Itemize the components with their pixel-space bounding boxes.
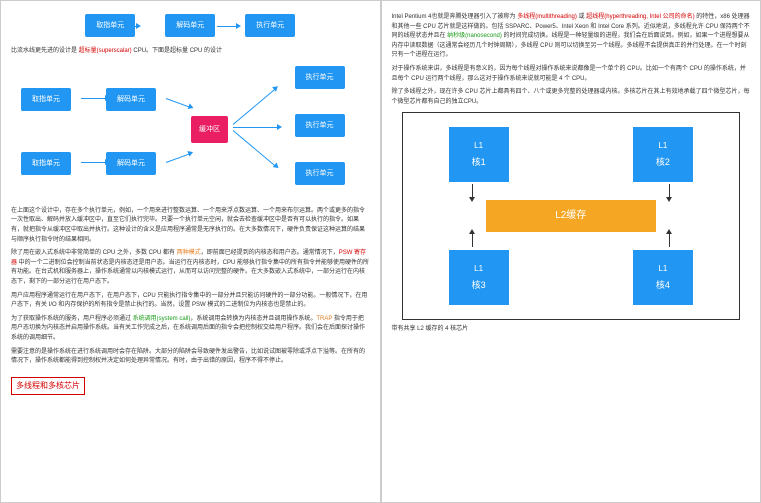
ss-buffer: 缓冲区: [191, 116, 228, 143]
text: CPU。下面是超标量 CPU 的设计: [132, 48, 222, 54]
superscalar-term: 超标量(superscalar): [79, 48, 132, 54]
ss-decode-b: 解码单元: [106, 152, 156, 175]
arrow-up-icon: [669, 233, 670, 247]
arrow-icon: [166, 153, 190, 162]
l1-label: L1: [474, 263, 483, 276]
l1-label: L1: [474, 140, 483, 153]
text: 中的一个二进制位会控制当前状态是内核态还是用户态。当运行在内核态时，CPU 能够…: [11, 260, 369, 285]
core-label: 核3: [472, 278, 486, 292]
arrow-up-icon: [472, 233, 473, 247]
syscall-term: 系统调用(system call): [133, 316, 191, 322]
unit-decode: 解码单元: [165, 14, 215, 37]
multicore-inner: L1 核1 L1 核2 L2缓存 L1 核3 L1 核4: [417, 127, 726, 305]
arrow-icon: [81, 162, 106, 163]
multithreading-term: 多线程(multithreading): [517, 14, 577, 20]
arrow-icon: [81, 98, 106, 99]
arrow-icon: [233, 130, 276, 166]
l1-label: L1: [658, 263, 667, 276]
arrow-down-icon: [472, 184, 473, 198]
core-4: L1 核4: [633, 250, 693, 305]
core-label: 核4: [656, 278, 670, 292]
l2-cache: L2缓存: [486, 200, 656, 232]
pipeline-diagram: 取指单元 解码单元 执行单元: [11, 14, 370, 37]
section-title: 多线程和多核芯片: [16, 381, 80, 390]
para-3: 用户应用程序通常运行在用户态下，在用户态下，CPU 只能执行指令集中的一部分并且…: [11, 292, 370, 311]
para-2: 除了用在嵌入式系统中非常简单的 CPU 之外，多数 CPU 都有 两种模式，即前…: [11, 249, 370, 287]
core-label: 核2: [656, 155, 670, 169]
superscalar-diagram: 取指单元 取指单元 解码单元 解码单元 缓冲区 执行单元 执行单元 执行单元: [11, 62, 370, 202]
para-r1: Intel Pentium 4也就是奔腾处理器引入了被称为 多线程(multit…: [392, 13, 751, 61]
ss-exec-2: 执行单元: [295, 162, 345, 185]
hyperthreading-term: 超线程(hyperthreading, Intel 公司的命名): [586, 14, 694, 20]
section-title-box: 多线程和多核芯片: [11, 377, 85, 396]
nanosecond-term: 纳秒级(nanosecond): [447, 33, 502, 39]
page-left: 取指单元 解码单元 执行单元 比流水线更先进的设计是 超标量(superscal…: [0, 0, 381, 503]
unit-fetch: 取指单元: [85, 14, 135, 37]
ss-fetch-a: 取指单元: [21, 88, 71, 111]
ss-fetch-b: 取指单元: [21, 152, 71, 175]
core-1: L1 核1: [449, 127, 509, 182]
ss-exec-0: 执行单元: [295, 66, 345, 89]
l1-label: L1: [658, 140, 667, 153]
arrow-down-icon: [669, 184, 670, 198]
text: ，即前面已经提到的内核态和用户态。通常情况下，: [201, 250, 339, 256]
two-modes-term: 两种模式: [177, 250, 201, 256]
ss-exec-1: 执行单元: [295, 114, 345, 137]
text: ，系统调用会转换为内核态并且调用操作系统。: [190, 316, 316, 322]
pipeline-note: 比流水线更先进的设计是 超标量(superscalar) CPU。下面是超标量 …: [11, 47, 370, 57]
para-5: 需要注意的是操作系统在进行系统调用时会存在陷阱。大部分的陷阱会导致硬件发出警告，…: [11, 348, 370, 367]
core-3: L1 核3: [449, 250, 509, 305]
para-1: 在上面这个设计中，存在多个执行单元，例如，一个用来进行整数运算、一个用来浮点数运…: [11, 207, 370, 245]
arrow-icon: [217, 26, 237, 27]
ss-decode-a: 解码单元: [106, 88, 156, 111]
para-r2: 对于操作系统来讲，多线程是有意义的，因为每个线程对操作系统来说都像是一个单个的 …: [392, 65, 751, 84]
core-label: 核1: [472, 155, 486, 169]
multicore-diagram: L1 核1 L1 核2 L2缓存 L1 核3 L1 核4: [402, 112, 741, 320]
para-4: 为了获取操作系统的服务，用户程序必须通过 系统调用(system call)，系…: [11, 315, 370, 344]
trap-term: TRAP: [316, 316, 332, 322]
core-2: L1 核2: [633, 127, 693, 182]
arrow-icon: [233, 89, 276, 125]
arrow-icon: [166, 98, 190, 107]
arrow-icon: [233, 127, 278, 128]
text: Intel Pentium 4也就是奔腾处理器引入了被称为: [392, 14, 518, 20]
text: 除了用在嵌入式系统中非常简单的 CPU 之外，多数 CPU 都有: [11, 250, 177, 256]
unit-exec: 执行单元: [245, 14, 295, 37]
page-right: Intel Pentium 4也就是奔腾处理器引入了被称为 多线程(multit…: [381, 0, 761, 503]
para-r3: 除了多线程之外，现在许多 CPU 芯片上都具有四个、八个或更多完整的处理器或内核…: [392, 88, 751, 107]
text: 比流水线更先进的设计是: [11, 48, 79, 54]
multicore-caption: 带有共享 L2 缓存的 4 核芯片: [392, 325, 751, 335]
text: 为了获取操作系统的服务，用户程序必须通过: [11, 316, 133, 322]
text: 或: [577, 14, 586, 20]
